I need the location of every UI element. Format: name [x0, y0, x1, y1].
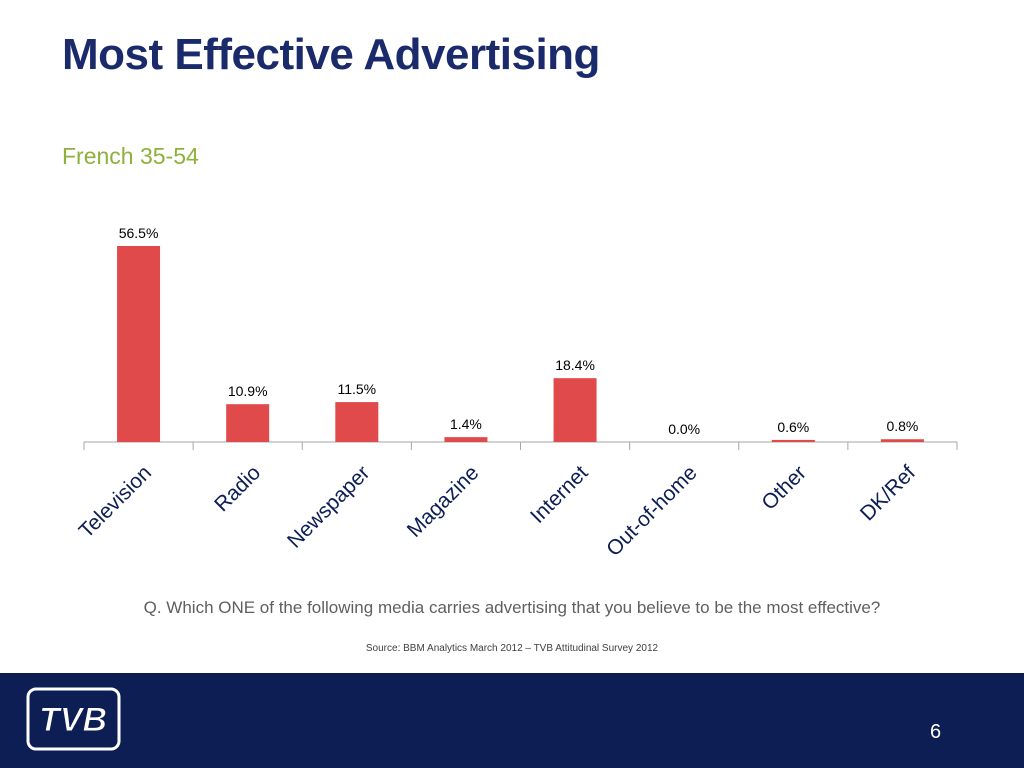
- bar: [444, 437, 488, 442]
- category-label: Other: [757, 461, 810, 514]
- category-label: Radio: [210, 461, 265, 516]
- bar: [226, 404, 270, 442]
- logo-text: TVB: [39, 701, 107, 739]
- page-number: 6: [930, 721, 942, 743]
- data-label: 18.4%: [555, 357, 595, 373]
- bar: [117, 246, 161, 442]
- footer-bar: TVB 6: [0, 673, 1024, 768]
- category-label: DK/Ref: [856, 461, 920, 525]
- source-note: Source: BBM Analytics March 2012 – TVB A…: [365, 643, 659, 654]
- data-label: 56.5%: [119, 225, 159, 241]
- bar: [880, 439, 924, 442]
- bar-chart: 56.5% Television 10.9% Radio 11.5% Newspaper 1…: [75, 225, 958, 561]
- category-label: Internet: [526, 461, 593, 528]
- bar: [335, 402, 379, 442]
- tvb-logo: TVB: [26, 687, 121, 751]
- bar: [553, 378, 597, 442]
- category-label: Magazine: [403, 461, 484, 542]
- bar: [771, 439, 815, 442]
- category-label: Newspaper: [283, 461, 374, 552]
- data-label: 0.6%: [777, 419, 809, 435]
- data-label: 11.5%: [337, 381, 376, 397]
- data-label: 10.9%: [228, 383, 268, 399]
- survey-question: Q. Which ONE of the following media carr…: [143, 598, 881, 617]
- slide-subtitle: French 35-54: [62, 143, 199, 169]
- data-label: 0.0%: [668, 421, 700, 437]
- data-label: 0.8%: [886, 418, 918, 434]
- category-label: Out-of-home: [602, 461, 702, 561]
- category-label: Television: [75, 461, 156, 542]
- data-label: 1.4%: [450, 416, 482, 432]
- slide-title: Most Effective Advertising: [62, 30, 600, 79]
